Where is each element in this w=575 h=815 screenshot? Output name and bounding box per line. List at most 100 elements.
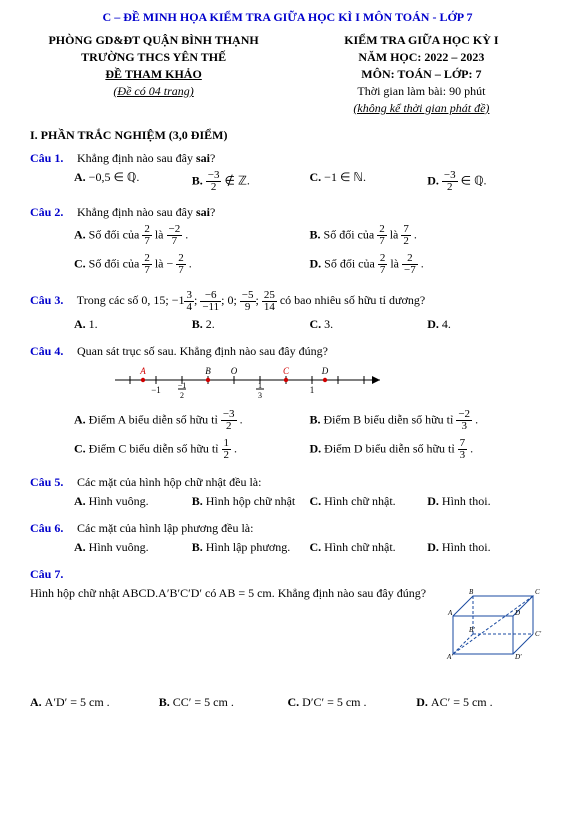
q2-a-pre: Số đối của [89,227,143,241]
header-left: PHÒNG GD&ĐT QUẬN BÌNH THẠNH TRƯỜNG THCS … [30,33,277,118]
q5-label: Câu 5. [30,475,74,490]
hl-3: ĐỀ THAM KHẢO [30,67,277,82]
svg-text:1: 1 [258,381,262,390]
q2-c-mid: là [152,256,167,270]
top-title: C – ĐỀ MINH HỌA KIỂM TRA GIỮA HỌC KÌ I M… [30,10,545,25]
q1-c-text: −1 ∈ ℕ. [324,170,366,184]
svg-text:D′: D′ [514,653,522,661]
q1-a-text: −0,5 ∈ ℚ. [89,170,140,184]
q2-text: Khẳng định nào sau đây sai? [77,205,215,219]
q4-b-pre: Điểm B biểu diễn số hữu tỉ [324,412,457,426]
q3-options: A. 1. B. 2. C. 3. D. 4. [30,317,545,336]
q1-label: Câu 1. [30,151,74,166]
number-line-figure: A B O C D −1 −1 2 1 3 1 [110,365,390,405]
q6-a-text: Hình vuông. [89,540,149,554]
q2-d-pre: Số đối của [324,256,378,270]
header-block: PHÒNG GD&ĐT QUẬN BÌNH THẠNH TRƯỜNG THCS … [30,33,545,118]
hr-2: NĂM HỌC: 2022 – 2023 [298,50,545,65]
svg-text:A′: A′ [446,653,453,661]
q4-a-pre: Điểm A biểu diễn số hữu tỉ [89,412,221,426]
q6-options: A. Hình vuông. B. Hình lập phương. C. Hì… [30,540,545,559]
q4-opt-d: D. Điểm D biểu diễn số hữu tỉ 73 . [310,438,546,467]
q6-text: Các mặt của hình lập phương đều là: [77,521,253,535]
q1-opt-d: D. −32 ∈ ℚ. [427,170,545,197]
svg-text:−1: −1 [178,381,187,390]
svg-text:C: C [535,588,540,596]
hl-1: PHÒNG GD&ĐT QUẬN BÌNH THẠNH [30,33,277,48]
question-3: Câu 3. Trong các số 0, 15; −134; −6−11; … [30,290,545,336]
q1-text: Khẳng định nào sau đây sai? [77,151,215,165]
svg-text:D: D [514,609,520,617]
q6-c-text: Hình chữ nhật. [324,540,396,554]
page: C – ĐỀ MINH HỌA KIỂM TRA GIỮA HỌC KÌ I M… [0,0,575,734]
q5-c-text: Hình chữ nhật. [324,494,396,508]
q1-text-c: ? [210,151,215,165]
q3-post: có bao nhiêu số hữu tỉ dương? [277,293,425,307]
q2-options: A. Số đối của 27 là −27 . B. Số đối của … [30,224,545,282]
q6-d-text: Hình thoi. [442,540,491,554]
section-1-title: I. PHẦN TRẮC NGHIỆM (3,0 ĐIỂM) [30,128,545,143]
q7-opt-a: A. A′D′ = 5 cm . [30,695,159,714]
q3-pre: Trong các số [77,293,142,307]
question-5: Câu 5. Các mặt của hình hộp chữ nhật đều… [30,475,545,513]
q1-text-b: sai [196,151,210,165]
q3-b-text: 2. [206,317,215,331]
q7-opt-d: D. AC′ = 5 cm . [416,695,545,714]
svg-text:C: C [283,366,290,376]
svg-text:3: 3 [258,391,262,400]
q6-opt-a: A. Hình vuông. [74,540,192,559]
q3-d-text: 4. [442,317,451,331]
q3-opt-d: D. 4. [427,317,545,336]
q2-d-mid: là [387,256,402,270]
q5-opt-d: D. Hình thoi. [427,494,545,513]
q3-opt-a: A. 1. [74,317,192,336]
q2-opt-c: C. Số đối của 27 là − 27 . [74,253,310,282]
q2-opt-b: B. Số đối của 27 là 72 . [310,224,546,253]
q2-text-b: sai [196,205,210,219]
q4-opt-b: B. Điểm B biểu diễn số hữu tỉ −23 . [310,409,546,438]
q2-opt-d: D. Số đối của 27 là 2−7 . [310,253,546,282]
hr-3: MÔN: TOÁN – LỚP: 7 [298,67,545,82]
svg-text:C′: C′ [535,630,542,638]
svg-text:O: O [231,366,238,376]
q4-c-pre: Điểm C biểu diễn số hữu tỉ [89,441,222,455]
q7-c-text: D′C′ = 5 cm . [302,695,366,709]
svg-text:2: 2 [180,391,184,400]
q4-d-pre: Điểm D biểu diễn số hữu tỉ [324,441,458,455]
q6-opt-c: C. Hình chữ nhật. [310,540,428,559]
question-1: Câu 1. Khẳng định nào sau đây sai? A. −0… [30,151,545,197]
q5-opt-b: B. Hình hộp chữ nhật [192,494,310,513]
q3-c-text: 3. [324,317,333,331]
question-7: Câu 7. Hình hộp chữ nhật ABCD.A′B′C′D′ c… [30,567,545,714]
q2-text-a: Khẳng định nào sau đây [77,205,196,219]
q2-label: Câu 2. [30,205,74,220]
q5-opt-a: A. Hình vuông. [74,494,192,513]
q2-opt-a: A. Số đối của 27 là −27 . [74,224,310,253]
q1-opt-b: B. −32 ∉ ℤ. [192,170,310,197]
question-6: Câu 6. Các mặt của hình lập phương đều l… [30,521,545,559]
q1-options: A. −0,5 ∈ ℚ. B. −32 ∉ ℤ. C. −1 ∈ ℕ. D. −… [30,170,545,197]
hl-4: (Đề có 04 trang) [30,84,277,99]
q3-label: Câu 3. [30,293,74,308]
q3-text: Trong các số 0, 15; −134; −6−11; 0; −59;… [77,293,425,307]
q5-text: Các mặt của hình hộp chữ nhật đều là: [77,475,261,489]
q7-opt-c: C. D′C′ = 5 cm . [288,695,417,714]
q5-a-text: Hình vuông. [89,494,149,508]
svg-text:B: B [469,588,474,596]
cuboid-figure: BC AD B′C′ A′D′ [445,586,545,661]
q6-label: Câu 6. [30,521,74,536]
header-right: KIỂM TRA GIỮA HỌC KỲ I NĂM HỌC: 2022 – 2… [298,33,545,118]
q6-b-text: Hình lập phương. [206,540,291,554]
q7-opt-b: B. CC′ = 5 cm . [159,695,288,714]
q5-options: A. Hình vuông. B. Hình hộp chữ nhật C. H… [30,494,545,513]
q7-text: Hình hộp chữ nhật ABCD.A′B′C′D′ có AB = … [30,586,437,601]
svg-text:B′: B′ [469,626,475,634]
q3-opt-b: B. 2. [192,317,310,336]
q2-b-pre: Số đối của [324,227,378,241]
question-4: Câu 4. Quan sát trục số sau. Khẳng định … [30,344,545,467]
q4-label: Câu 4. [30,344,74,359]
q3-a-text: 1. [89,317,98,331]
q2-a-mid: là [152,227,167,241]
svg-text:1: 1 [310,385,315,395]
q3-opt-c: C. 3. [310,317,428,336]
